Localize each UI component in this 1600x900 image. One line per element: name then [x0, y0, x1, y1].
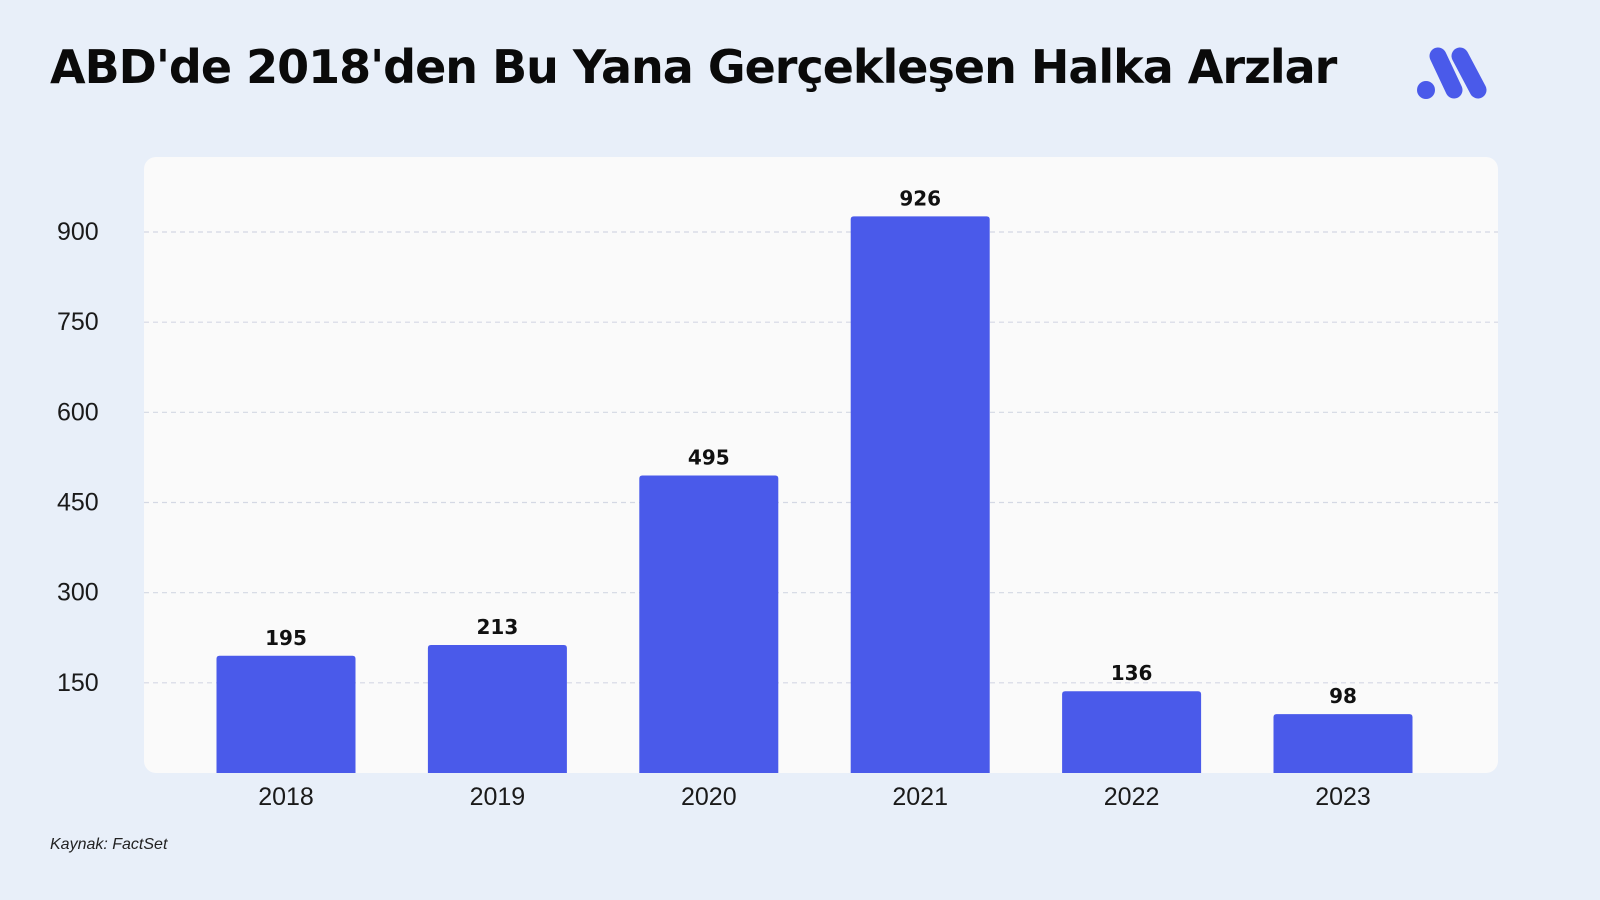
- plot-area: [144, 157, 1498, 773]
- x-tick-label: 2020: [681, 783, 737, 811]
- bar[interactable]: [216, 655, 356, 773]
- bar-value-label: 98: [1329, 684, 1357, 708]
- x-tick-label: 2019: [470, 783, 526, 811]
- bar-value-label: 926: [899, 186, 941, 210]
- y-tick-label: 900: [57, 218, 99, 246]
- x-tick-label: 2018: [258, 783, 314, 811]
- bar[interactable]: [639, 475, 779, 773]
- x-tick-label: 2021: [892, 783, 948, 811]
- source-note: Kaynak: FactSet: [50, 836, 168, 853]
- y-tick-label: 450: [57, 489, 99, 517]
- bar-value-label: 136: [1111, 661, 1153, 685]
- bar-value-label: 195: [265, 626, 307, 650]
- bar-value-label: 213: [477, 615, 519, 639]
- brand-logo-icon: [1417, 47, 1487, 99]
- y-tick-label: 600: [57, 398, 99, 426]
- y-tick-label: 300: [57, 579, 99, 607]
- bar-value-label: 495: [688, 445, 730, 469]
- bar[interactable]: [850, 216, 990, 774]
- y-tick-label: 750: [57, 308, 99, 336]
- x-tick-label: 2022: [1104, 783, 1160, 811]
- bar[interactable]: [1062, 691, 1202, 773]
- bar[interactable]: [427, 644, 567, 773]
- bar[interactable]: [1273, 714, 1413, 773]
- chart-title: ABD'de 2018'den Bu Yana Gerçekleşen Halk…: [50, 40, 1337, 94]
- y-tick-label: 150: [57, 669, 99, 697]
- x-tick-label: 2023: [1315, 783, 1371, 811]
